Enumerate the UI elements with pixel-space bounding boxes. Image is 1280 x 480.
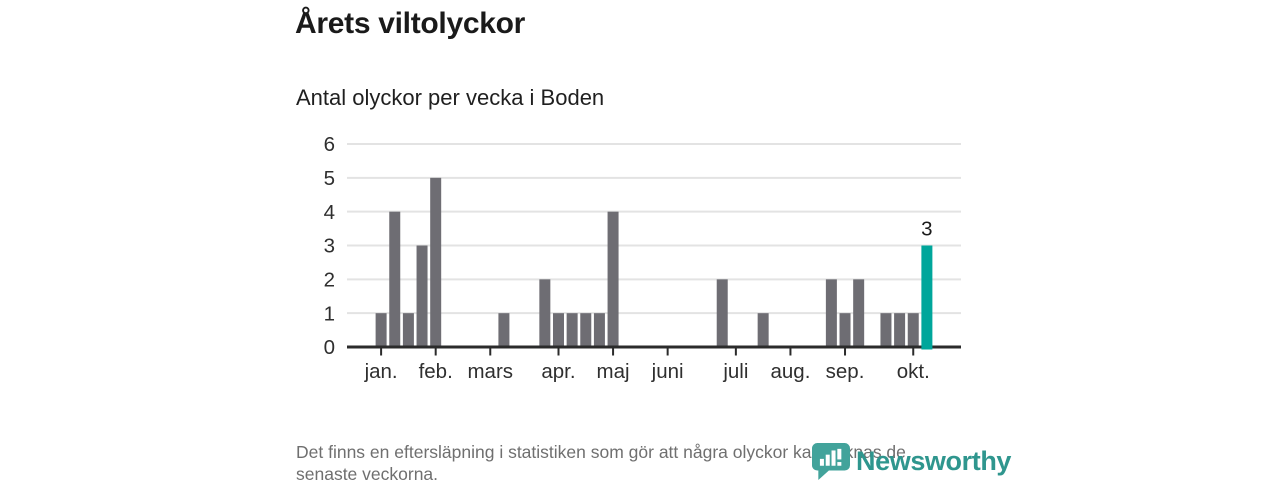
y-tick-label: 6 [324,133,335,156]
y-tick-label: 1 [324,302,335,325]
y-tick-label: 5 [324,167,335,190]
bar [593,313,605,347]
x-axis-line [347,345,961,349]
x-tick-label: sep. [826,360,865,383]
bar [607,211,619,347]
bar [825,279,837,347]
highlight-value-label: 3 [921,218,932,241]
chart-footnote: Det finns en eftersläpning i statistiken… [296,441,906,480]
bar [498,313,510,347]
newsworthy-logo-text: Newsworthy [856,445,1012,476]
bar [416,245,428,347]
y-tick-label: 4 [324,201,335,224]
x-tick-label: juli [722,360,748,383]
bar [894,313,906,347]
bar [539,279,551,347]
x-tick-label: jan. [364,360,398,383]
bar [880,313,892,347]
y-tick-label: 2 [324,269,335,292]
bar [566,313,578,347]
x-tick-label: apr. [541,360,575,383]
weekly-bar-chart: 0 1 2 3 4 5 6 jan. feb. mars apr. maj juni juli aug. se… [324,133,961,383]
y-tick-label: 3 [324,235,335,258]
bar [430,177,442,347]
bar [402,313,414,347]
highlighted-bar [921,245,933,350]
chart-title: Årets viltolyckor [295,7,525,40]
x-tick-label: maj [597,360,630,383]
bar [839,313,851,347]
chart-subtitle: Antal olyckor per vecka i Boden [296,85,605,110]
y-tick-label: 0 [324,336,335,359]
x-tick-label: okt. [897,360,930,383]
newsworthy-speech-bubble-bar-chart-icon [812,443,850,480]
bar [552,313,564,347]
x-tick-label: juni [651,360,684,383]
bar [375,313,387,347]
bar [907,313,919,347]
footnote-line: senaste veckorna. [296,464,439,480]
x-tick-label: feb. [419,360,453,383]
bar [716,279,728,347]
bar [853,279,865,347]
x-tick-label: aug. [770,360,810,383]
x-tick-label: mars [467,360,513,383]
bar [580,313,592,347]
footnote-line: Det finns en eftersläpning i statistiken… [296,442,906,462]
bar [389,211,401,347]
newsworthy-logo: Newsworthy [810,442,1011,480]
bar [757,313,769,347]
